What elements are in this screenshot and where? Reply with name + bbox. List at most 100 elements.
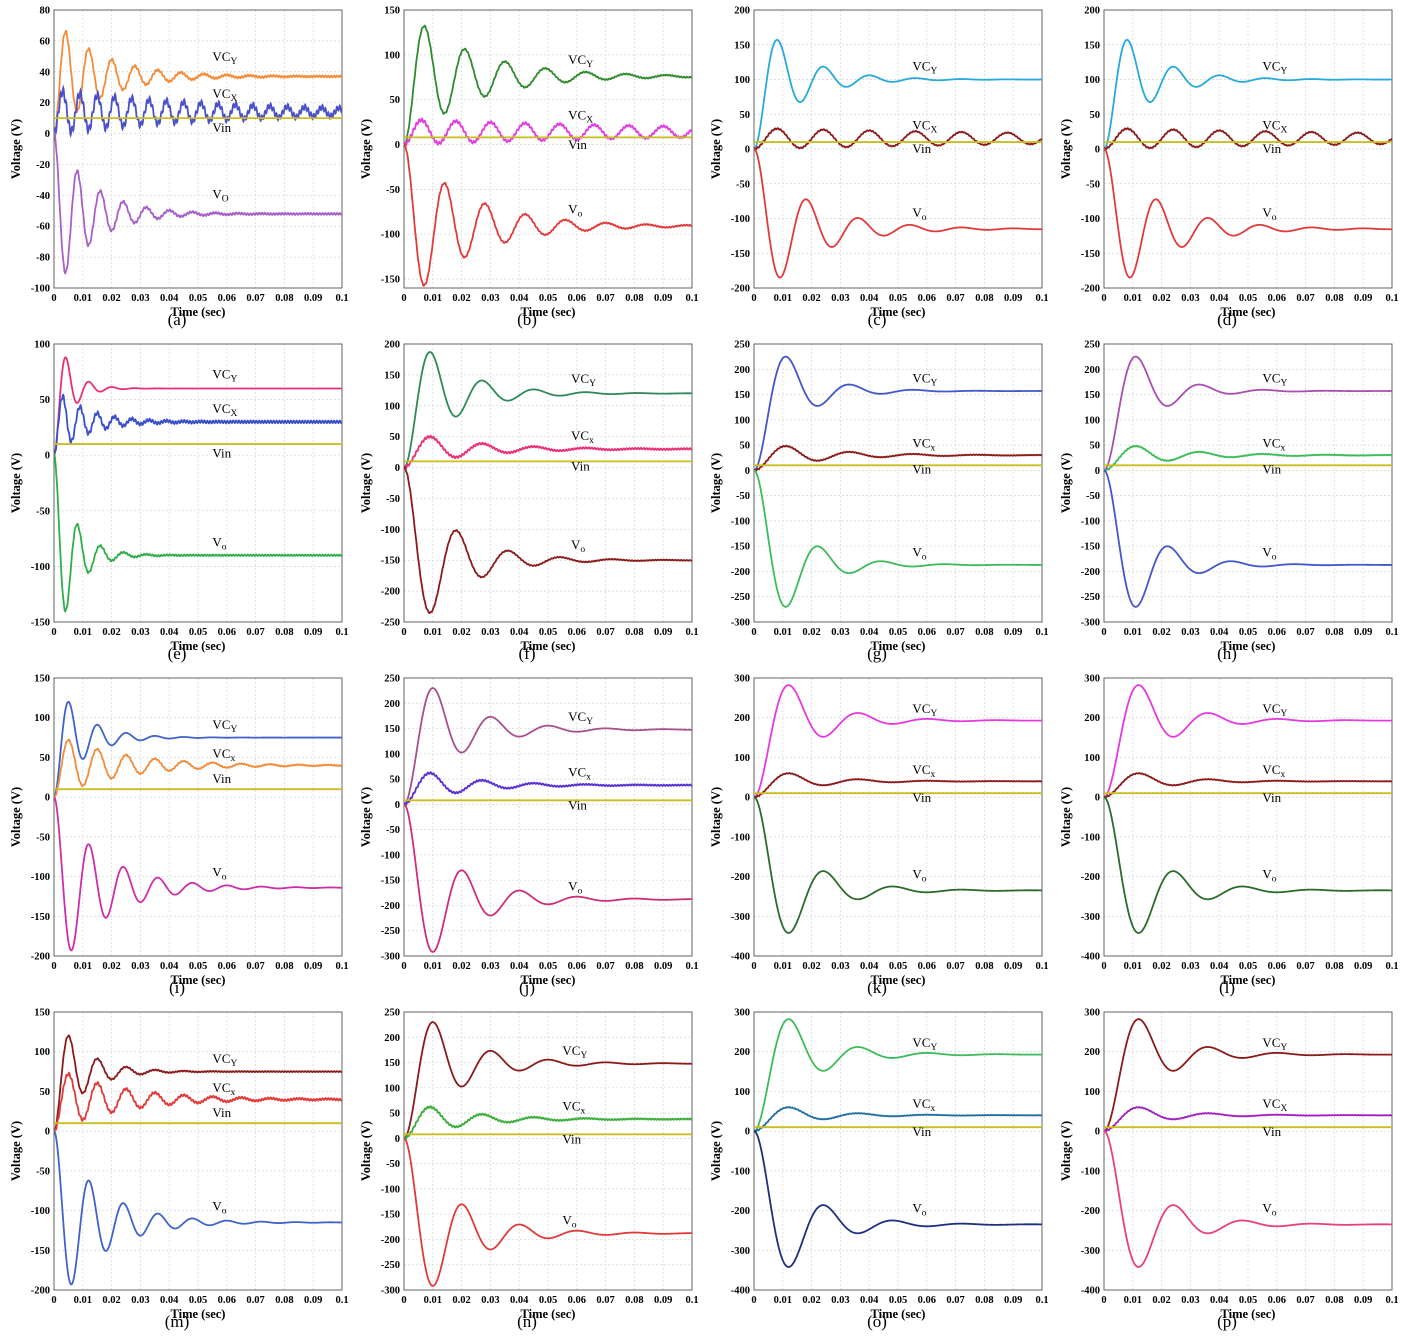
series-label: VCX (1262, 118, 1287, 136)
line-chart: 0 0.01 0.02 0.03 0.04 0.05 0.06 0.07 0.08 0.09 0.1… (1059, 1008, 1399, 1322)
y-tick-label: 100 (1084, 1087, 1100, 1098)
y-axis-label: Voltage (V) (709, 1121, 723, 1181)
series-label: Vo (1262, 1201, 1276, 1219)
x-axis-label: Time (sec) (871, 1307, 926, 1321)
x-tick-label: 0 (751, 1295, 756, 1306)
y-tick-label: -400 (1081, 1286, 1100, 1297)
x-tick-label: 0.03 (481, 1295, 499, 1306)
y-tick-label: 100 (34, 1047, 50, 1058)
panel-caption: (p) (1217, 1312, 1237, 1331)
y-tick-label: 100 (1084, 75, 1100, 86)
y-axis-label: Voltage (V) (359, 119, 373, 179)
x-tick-label: 0.08 (625, 293, 643, 304)
y-tick-label: 0 (745, 1127, 750, 1138)
y-tick-label: 150 (1084, 40, 1100, 51)
y-tick-label: 200 (384, 340, 400, 351)
x-tick-label: 0.09 (304, 961, 322, 972)
series-line (54, 131, 342, 275)
y-tick-label: -40 (36, 191, 50, 202)
y-axis-label: Voltage (V) (359, 1121, 373, 1181)
y-tick-label: 100 (384, 1083, 400, 1094)
y-tick-label: -150 (31, 618, 50, 629)
x-tick-label: 0.01 (1124, 293, 1142, 304)
y-axis-label: Voltage (V) (1059, 1121, 1073, 1181)
x-tick-label: 0.06 (568, 293, 586, 304)
chart-panel: 0 0.01 0.02 0.03 0.04 0.05 0.06 0.07 0.08 0.09 0.1… (352, 334, 702, 668)
y-tick-label: -150 (731, 542, 750, 553)
y-tick-label: -60 (36, 222, 50, 233)
series-line (54, 356, 342, 456)
x-axis-label: Time (sec) (521, 973, 576, 987)
x-tick-label: 0 (401, 961, 406, 972)
y-tick-label: 150 (734, 40, 750, 51)
y-tick-label: -100 (31, 284, 50, 295)
series-label: Vo (1262, 544, 1276, 562)
y-axis-label: Voltage (V) (709, 787, 723, 847)
series-label: Vin (568, 797, 587, 812)
x-tick-label: 0.1 (1385, 1295, 1398, 1306)
x-tick-label: 0.02 (802, 1295, 820, 1306)
x-tick-label: 0.07 (946, 293, 964, 304)
series-line (754, 684, 1042, 799)
series-label: VCx (912, 762, 935, 780)
x-tick-label: 0.04 (860, 1295, 879, 1306)
series-label: VCY (1262, 1035, 1287, 1053)
y-tick-label: 50 (1090, 441, 1101, 452)
x-tick-label: 0.02 (1152, 627, 1170, 638)
series-label: Vo (912, 544, 926, 562)
x-tick-label: 0.01 (74, 627, 92, 638)
x-tick-label: 0.1 (685, 627, 698, 638)
y-tick-label: -150 (31, 912, 50, 923)
chart-panel: 0 0.01 0.02 0.03 0.04 0.05 0.06 0.07 0.08 0.09 0.1… (2, 668, 352, 1002)
series-line (54, 796, 342, 952)
x-axis-label: Time (sec) (1221, 1307, 1276, 1321)
plot-frame (753, 1011, 1043, 1291)
x-tick-label: 0.04 (510, 1295, 529, 1306)
y-tick-label: -200 (1081, 567, 1100, 578)
series-line (404, 24, 692, 145)
x-tick-label: 0 (51, 1295, 56, 1306)
x-tick-label: 0.06 (218, 293, 236, 304)
y-tick-label: -150 (381, 556, 400, 567)
x-tick-label: 0.1 (1035, 1295, 1048, 1306)
x-tick-label: 0.01 (424, 627, 442, 638)
x-tick-label: 0.04 (860, 293, 879, 304)
y-tick-label: 100 (1084, 415, 1100, 426)
chart-panel: 0 0.01 0.02 0.03 0.04 0.05 0.06 0.07 0.08 0.09 0.1… (352, 668, 702, 1002)
panel-caption: (n) (517, 1312, 537, 1331)
x-tick-label: 0.05 (539, 293, 557, 304)
series-label: Vo (571, 537, 585, 555)
x-axis-label: Time (sec) (171, 305, 226, 319)
y-tick-label: -200 (731, 1206, 750, 1217)
y-tick-label: -100 (381, 525, 400, 536)
x-tick-label: 0.01 (1124, 627, 1142, 638)
y-axis-label: Voltage (V) (709, 453, 723, 513)
plot-frame (403, 343, 693, 623)
x-tick-label: 0.04 (160, 627, 179, 638)
x-axis-label: Time (sec) (521, 639, 576, 653)
series-label: VCX (1262, 1096, 1287, 1114)
plot-frame (1103, 677, 1393, 957)
x-tick-label: 0.06 (918, 627, 936, 638)
series-line (54, 1130, 342, 1286)
series-label: Vo (912, 205, 926, 223)
x-tick-label: 0.01 (424, 961, 442, 972)
series-label: Vin (562, 1131, 581, 1146)
y-axis-label: Voltage (V) (1059, 453, 1073, 513)
x-tick-label: 0.08 (275, 961, 293, 972)
series-line (1104, 148, 1392, 279)
y-tick-label: -200 (381, 1235, 400, 1246)
y-axis-label: Voltage (V) (9, 1121, 23, 1181)
x-tick-label: 0.07 (246, 293, 264, 304)
y-tick-label: -80 (36, 253, 50, 264)
x-tick-label: 0.06 (568, 627, 586, 638)
x-tick-label: 0.03 (131, 627, 149, 638)
panel-caption: (e) (167, 644, 187, 663)
y-tick-label: -400 (731, 1286, 750, 1297)
plot-frame (53, 677, 343, 957)
x-tick-label: 0.03 (131, 1295, 149, 1306)
series-line (54, 393, 342, 456)
y-tick-label: -150 (31, 1246, 50, 1257)
x-tick-label: 0.04 (510, 293, 529, 304)
y-tick-label: -20 (36, 160, 50, 171)
